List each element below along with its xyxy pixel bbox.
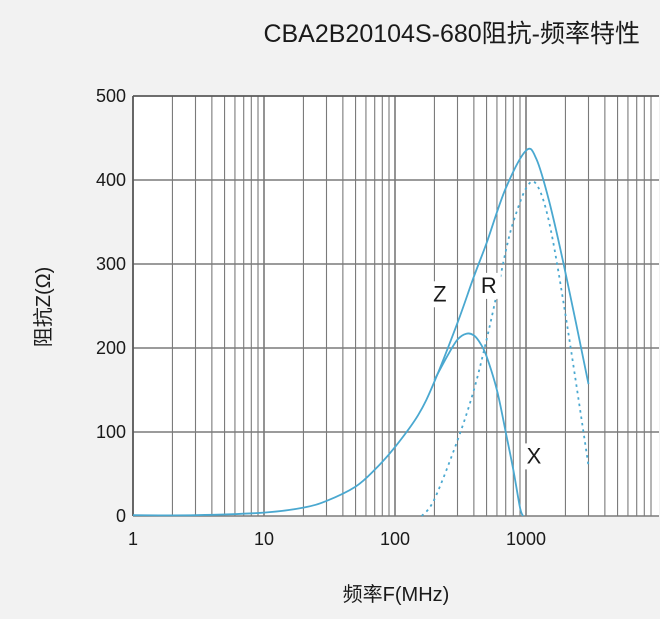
- x-axis-label: 频率F(MHz): [343, 583, 450, 606]
- series-x-line: [433, 332, 524, 517]
- x-tick-label: 1000: [506, 529, 546, 549]
- grid: [132, 95, 659, 517]
- curve-label-bg: [476, 272, 501, 299]
- curve-labels: Z R X: [427, 272, 546, 470]
- curve-label-z: Z: [433, 281, 446, 306]
- curve-label-r: R: [481, 273, 497, 298]
- y-tick-label: 400: [96, 170, 126, 190]
- y-tick-label: 200: [96, 338, 126, 358]
- y-axis-label: 阻抗Z(Ω): [32, 267, 55, 348]
- y-tick-label: 300: [96, 254, 126, 274]
- curve-label-bg: [521, 443, 546, 470]
- curve-label-x: X: [527, 443, 542, 468]
- x-tick-label: 100: [380, 529, 410, 549]
- y-tick-label: 100: [96, 422, 126, 442]
- y-tick-label: 0: [116, 506, 126, 526]
- curve-label-bg: [427, 281, 452, 308]
- curves: [132, 147, 590, 517]
- x-tick-label: 10: [254, 529, 274, 549]
- x-tick-label: 1: [128, 529, 138, 549]
- series-r-line: [420, 180, 590, 517]
- chart-title: CBA2B20104S-680阻抗-频率特性: [263, 20, 640, 48]
- y-tick-label: 500: [96, 86, 126, 106]
- tick-labels: 1 10 100 1000 0 100 200 300 400 500: [96, 86, 546, 549]
